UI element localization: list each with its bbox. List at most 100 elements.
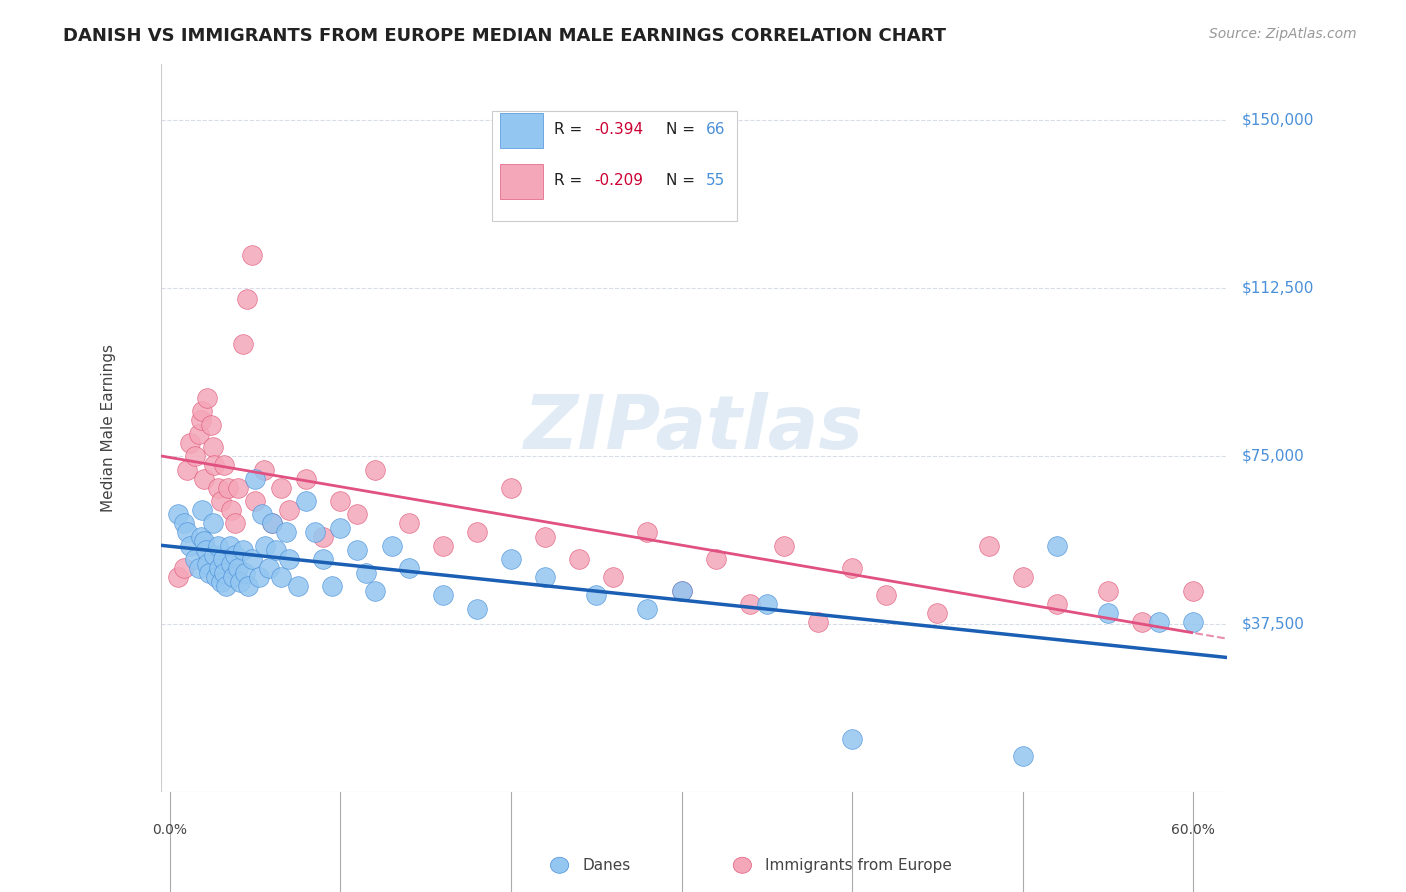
Point (194, 543, 217, 558)
Point (278, 503, 301, 517)
Point (214, 566, 236, 580)
Point (534, 530, 557, 544)
Text: Immigrants from Europe: Immigrants from Europe (765, 858, 952, 872)
Point (257, 561, 280, 575)
Text: 55: 55 (706, 173, 725, 188)
Point (240, 247, 263, 261)
Point (207, 481, 229, 495)
Point (217, 481, 239, 495)
Point (224, 516, 246, 531)
Text: $150,000: $150,000 (1241, 112, 1313, 128)
Text: 0.0%: 0.0% (152, 822, 187, 837)
Text: -0.209: -0.209 (595, 173, 643, 188)
Point (671, 583, 693, 598)
Point (568, 552, 591, 566)
Text: $112,500: $112,500 (1241, 281, 1313, 295)
FancyBboxPatch shape (492, 112, 737, 220)
Point (295, 494, 318, 508)
Point (671, 583, 693, 598)
Point (247, 570, 270, 584)
Point (278, 552, 301, 566)
Point (219, 557, 242, 571)
Text: R =: R = (554, 122, 586, 137)
Point (253, 462, 276, 476)
Point (270, 481, 292, 495)
Point (1130, 615, 1153, 629)
Point (214, 458, 236, 472)
Point (222, 570, 245, 584)
Text: $75,000: $75,000 (1241, 449, 1303, 464)
Point (193, 534, 215, 549)
Text: DANISH VS IMMIGRANTS FROM EUROPE MEDIAN MALE EARNINGS CORRELATION CHART: DANISH VS IMMIGRANTS FROM EUROPE MEDIAN … (63, 27, 946, 45)
Point (167, 508, 190, 522)
Point (209, 574, 232, 589)
Point (226, 481, 249, 495)
Point (191, 503, 214, 517)
Point (187, 426, 209, 441)
FancyBboxPatch shape (501, 164, 543, 199)
Point (1011, 749, 1033, 764)
Point (1097, 606, 1119, 620)
Point (190, 530, 212, 544)
Point (1182, 615, 1205, 629)
Point (264, 543, 287, 558)
Point (254, 539, 277, 553)
Point (191, 404, 214, 418)
Point (208, 561, 231, 575)
Text: Source: ZipAtlas.com: Source: ZipAtlas.com (1209, 27, 1357, 41)
Point (240, 552, 263, 566)
Point (232, 337, 254, 351)
Point (381, 539, 404, 553)
Point (200, 417, 222, 432)
Point (193, 472, 215, 486)
Point (585, 588, 607, 602)
Point (232, 543, 254, 558)
Point (346, 543, 368, 558)
Point (363, 462, 385, 476)
Point (637, 601, 659, 615)
Text: Danes: Danes (582, 858, 630, 872)
Point (218, 539, 240, 553)
Point (602, 570, 624, 584)
Text: -0.394: -0.394 (595, 122, 644, 137)
Point (184, 449, 207, 463)
Point (927, 606, 949, 620)
Point (841, 731, 863, 746)
Point (187, 561, 209, 575)
Point (205, 570, 228, 584)
Point (363, 583, 385, 598)
Point (499, 481, 522, 495)
Point (329, 521, 352, 535)
Point (224, 548, 246, 562)
Point (398, 516, 420, 531)
Point (201, 516, 224, 531)
Point (1097, 583, 1119, 598)
Point (321, 579, 343, 593)
FancyBboxPatch shape (501, 113, 543, 148)
Point (238, 579, 260, 593)
Point (233, 566, 256, 580)
Point (841, 561, 863, 575)
Text: $37,500: $37,500 (1241, 616, 1305, 632)
Text: N =: N = (665, 122, 699, 137)
Text: N =: N = (665, 173, 699, 188)
Point (202, 548, 225, 562)
Point (875, 588, 897, 602)
Point (198, 566, 221, 580)
Point (229, 574, 252, 589)
Point (432, 588, 454, 602)
Point (201, 440, 224, 454)
Point (295, 472, 318, 486)
Point (173, 561, 195, 575)
Point (329, 494, 352, 508)
Point (755, 597, 778, 611)
Point (432, 539, 454, 553)
Point (209, 494, 232, 508)
Point (184, 552, 207, 566)
Point (215, 579, 238, 593)
Point (219, 503, 242, 517)
Point (1147, 615, 1170, 629)
Point (465, 601, 488, 615)
Point (243, 494, 266, 508)
Text: 66: 66 (706, 122, 725, 137)
